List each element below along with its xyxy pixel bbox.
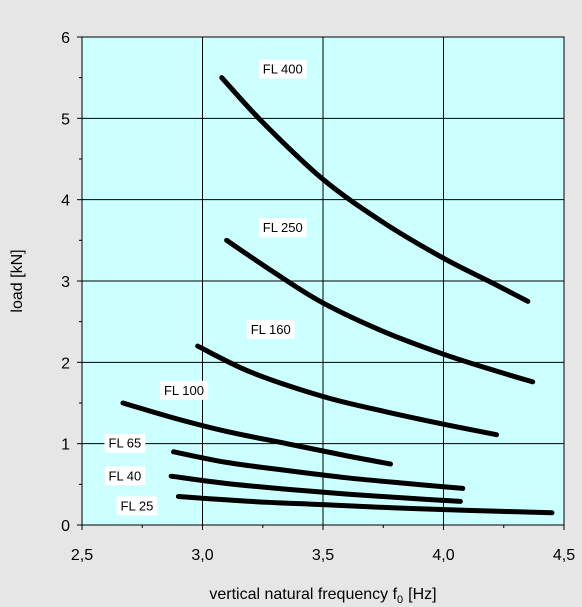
- curve-fl-160: [195, 343, 500, 438]
- y-tick-label: 1: [61, 437, 70, 454]
- x-axis-title-unit: [Hz]: [408, 586, 436, 603]
- label-fl-250: FL 250: [258, 218, 307, 238]
- curve-label-text: FL 25: [121, 498, 154, 513]
- grid-lines: [82, 37, 564, 525]
- curve-label-box: [104, 433, 146, 453]
- curve-label-box: [159, 380, 208, 400]
- curve-fl-250: [224, 237, 536, 385]
- curve-fl-40: [168, 473, 463, 504]
- y-tick-label: 3: [61, 274, 70, 291]
- curve-label-box: [116, 496, 158, 516]
- curve-label-text: FL 100: [164, 383, 204, 398]
- curve-label-text: FL 40: [109, 468, 142, 483]
- curves: [120, 75, 555, 516]
- x-tick-label: 3,0: [191, 547, 213, 564]
- label-fl-25: FL 25: [116, 496, 158, 516]
- curve-label-box: [258, 59, 307, 79]
- y-tick-label: 5: [61, 111, 70, 128]
- label-fl-400: FL 400: [258, 59, 307, 79]
- label-fl-40: FL 40: [104, 466, 146, 486]
- x-tick-label: 4,0: [432, 547, 454, 564]
- curve-label-box: [104, 466, 146, 486]
- x-axis-title-subscript: 0: [397, 594, 403, 606]
- curve-label-text: FL 160: [251, 322, 291, 337]
- x-axis-title: vertical natural frequency f0 [Hz]: [209, 586, 436, 606]
- y-tick-label: 4: [61, 193, 70, 210]
- curve-label-text: FL 400: [263, 62, 303, 77]
- curve-label-text: FL 65: [109, 436, 142, 451]
- x-tick-label: 3,5: [312, 547, 334, 564]
- label-fl-65: FL 65: [104, 433, 146, 453]
- curve-fl-25: [175, 494, 555, 516]
- axis-ticks: 0 1 2 3 4 5 6 2,5 3,0 3,5 4,0 4,5: [61, 30, 575, 564]
- curve-label-box: [258, 218, 307, 238]
- y-tick-label: 2: [61, 355, 70, 372]
- y-tick-label: 0: [61, 518, 70, 535]
- label-fl-160: FL 160: [246, 319, 295, 339]
- curve-labels: FL 400 FL 250 FL 160 FL 100 FL 65 FL 40 FL 25: [104, 59, 307, 516]
- curve-fl-400: [219, 75, 531, 304]
- curve-label-text: FL 250: [263, 220, 303, 235]
- curve-label-box: [246, 319, 295, 339]
- curve-fl-100: [120, 400, 393, 467]
- label-fl-100: FL 100: [159, 380, 208, 400]
- y-tick-label: 6: [61, 30, 70, 47]
- curve-fl-65: [171, 449, 466, 491]
- x-tick-label: 2,5: [71, 547, 93, 564]
- y-axis-title: load [kN]: [9, 249, 26, 312]
- x-tick-label: 4,5: [553, 547, 575, 564]
- x-axis-title-main: vertical natural frequency f: [209, 586, 397, 603]
